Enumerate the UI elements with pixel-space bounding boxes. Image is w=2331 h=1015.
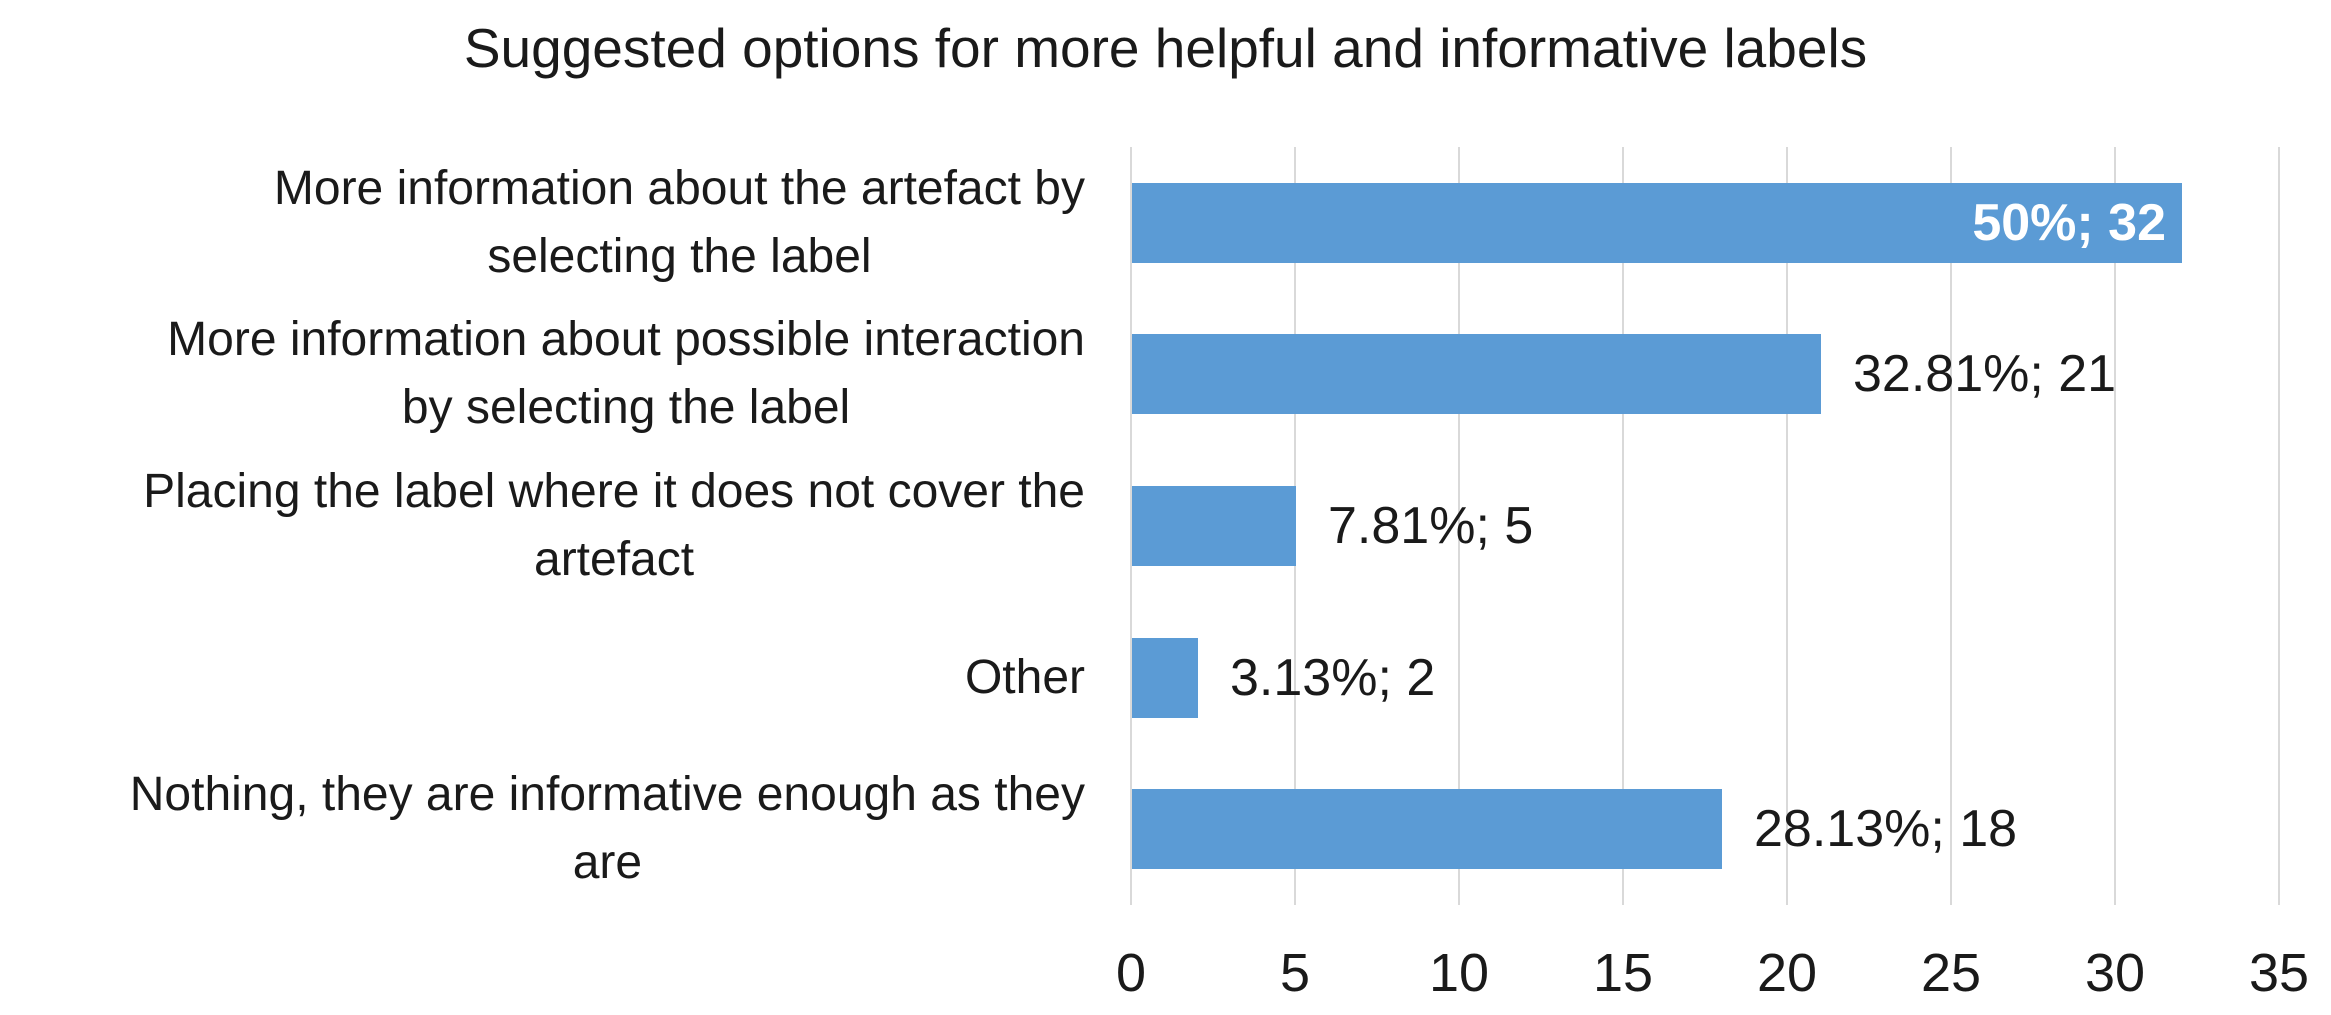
category-label: Placing the label where it does not cove… bbox=[0, 450, 1085, 602]
category-label: Other bbox=[0, 602, 1085, 754]
category-label: More information about possible interact… bbox=[0, 299, 1085, 451]
chart-title: Suggested options for more helpful and i… bbox=[463, 17, 1868, 79]
gridline bbox=[1786, 147, 1788, 905]
category-label-text: Placing the label where it does not cove… bbox=[143, 464, 1085, 586]
x-tick-label: 15 bbox=[1592, 943, 1654, 1003]
x-tick-label: 35 bbox=[2248, 943, 2310, 1003]
bar-value-label: 3.13%; 2 bbox=[1230, 648, 1436, 707]
bar-value-label: 7.81%; 5 bbox=[1328, 497, 1534, 555]
gridline bbox=[1950, 147, 1952, 905]
x-tick-label: 30 bbox=[2084, 943, 2146, 1003]
gridline bbox=[2114, 147, 2116, 905]
gridline bbox=[1458, 147, 1460, 905]
category-label: Nothing, they are informative enough as … bbox=[0, 753, 1085, 905]
gridline bbox=[2278, 147, 2280, 905]
category-label-text: More information about the artefact by s… bbox=[273, 161, 1085, 283]
x-tick-label: 25 bbox=[1920, 943, 1982, 1003]
category-label-text: Nothing, they are informative enough as … bbox=[129, 768, 1085, 890]
bar bbox=[1132, 486, 1296, 566]
x-tick-label: 5 bbox=[1279, 943, 1311, 1003]
bar-value-label: 28.13%; 18 bbox=[1754, 800, 2018, 859]
bar bbox=[1132, 637, 1198, 718]
x-tick-label: 0 bbox=[1115, 943, 1147, 1003]
gridline bbox=[1622, 147, 1624, 905]
bar-value-label: 32.81%; 21 bbox=[1853, 345, 2117, 404]
bar bbox=[1132, 789, 1722, 870]
category-label: More information about the artefact by s… bbox=[0, 147, 1085, 299]
gridline bbox=[1130, 147, 1132, 905]
x-tick-label: 20 bbox=[1756, 943, 1818, 1003]
category-label-text: More information about possible interact… bbox=[167, 313, 1085, 435]
bar bbox=[1132, 334, 1821, 415]
bar bbox=[1132, 182, 2182, 263]
category-label-text: Other bbox=[964, 650, 1085, 704]
bar-value-label: 50%; 32 bbox=[1972, 193, 2166, 252]
x-tick-label: 10 bbox=[1428, 943, 1490, 1003]
